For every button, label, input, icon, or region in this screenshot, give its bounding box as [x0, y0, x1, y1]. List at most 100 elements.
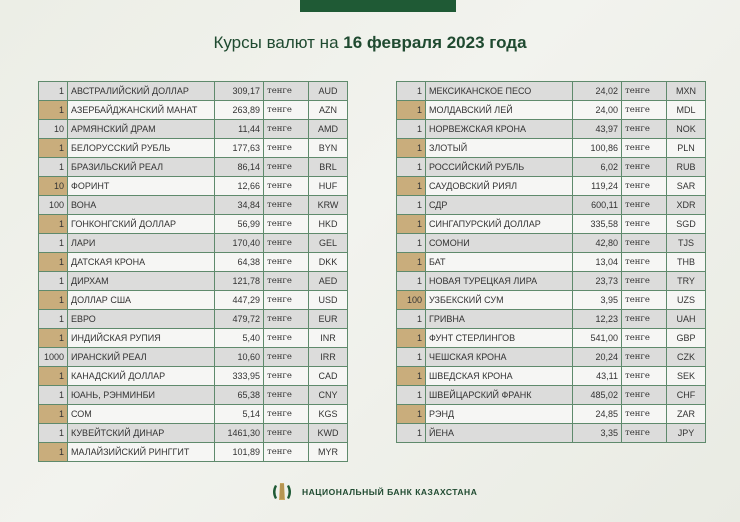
- unit-label: тенге: [263, 328, 309, 348]
- rate-row-uah: 1 ГРИВНА 12,23 тенге UAH: [396, 309, 706, 329]
- unit-label: тенге: [263, 442, 309, 462]
- currency-code: TRY: [666, 271, 706, 291]
- currency-name: ГОНКОНГСКИЙ ДОЛЛАР: [67, 214, 215, 234]
- rate-row-sar: 1 САУДОВСКИЙ РИЯЛ 119,24 тенге SAR: [396, 176, 706, 196]
- currency-code: EUR: [308, 309, 348, 329]
- currency-code: HKD: [308, 214, 348, 234]
- rate-row-mxn: 1 МЕКСИКАНСКОЕ ПЕСО 24,02 тенге MXN: [396, 81, 706, 101]
- currency-name: УЗБЕКСКИЙ СУМ: [425, 290, 573, 310]
- currency-name: РОССИЙСКИЙ РУБЛЬ: [425, 157, 573, 177]
- currency-quantity: 1: [396, 195, 426, 215]
- currency-name: МОЛДАВСКИЙ ЛЕЙ: [425, 100, 573, 120]
- currency-quantity: 1: [396, 271, 426, 291]
- currency-quantity: 1: [396, 347, 426, 367]
- unit-label: тенге: [263, 233, 309, 253]
- currency-quantity: 1: [396, 100, 426, 120]
- unit-label: тенге: [621, 404, 667, 424]
- currency-quantity: 1: [38, 290, 68, 310]
- unit-label: тенге: [621, 385, 667, 405]
- rate-row-sgd: 1 СИНГАПУРСКИЙ ДОЛЛАР 335,58 тенге SGD: [396, 214, 706, 234]
- national-bank-emblem-icon: [273, 483, 291, 500]
- currency-quantity: 1: [396, 119, 426, 139]
- currency-name: ДОЛЛАР США: [67, 290, 215, 310]
- unit-label: тенге: [621, 81, 667, 101]
- exchange-rate: 3,35: [572, 423, 622, 443]
- currency-name: ГРИВНА: [425, 309, 573, 329]
- rate-row-aud: 1 АВСТРАЛИЙСКИЙ ДОЛЛАР 309,17 тенге AUD: [38, 81, 348, 101]
- currency-name: МАЛАЙЗИЙСКИЙ РИНГГИТ: [67, 442, 215, 462]
- currency-code: RUB: [666, 157, 706, 177]
- currency-name: МЕКСИКАНСКОЕ ПЕСО: [425, 81, 573, 101]
- currency-quantity: 1: [396, 138, 426, 158]
- unit-label: тенге: [263, 195, 309, 215]
- exchange-rate: 13,04: [572, 252, 622, 272]
- rate-row-sek: 1 ШВЕДСКАЯ КРОНА 43,11 тенге SEK: [396, 366, 706, 386]
- currency-code: THB: [666, 252, 706, 272]
- currency-code: SAR: [666, 176, 706, 196]
- currency-name: ИНДИЙСКАЯ РУПИЯ: [67, 328, 215, 348]
- currency-quantity: 10: [38, 119, 68, 139]
- unit-label: тенге: [621, 423, 667, 443]
- exchange-rate: 12,23: [572, 309, 622, 329]
- exchange-rate: 24,85: [572, 404, 622, 424]
- currency-name: ДИРХАМ: [67, 271, 215, 291]
- currency-name: ЧЕШСКАЯ КРОНА: [425, 347, 573, 367]
- rate-row-azn: 1 АЗЕРБАЙДЖАНСКИЙ МАНАТ 263,89 тенге AZN: [38, 100, 348, 120]
- currency-code: IRR: [308, 347, 348, 367]
- unit-label: тенге: [621, 252, 667, 272]
- exchange-rate: 23,73: [572, 271, 622, 291]
- unit-label: тенге: [621, 157, 667, 177]
- exchange-rate: 1461,30: [214, 423, 264, 443]
- currency-name: НОРВЕЖСКАЯ КРОНА: [425, 119, 573, 139]
- currency-name: ИРАНСКИЙ РЕАЛ: [67, 347, 215, 367]
- currency-quantity: 1: [396, 366, 426, 386]
- unit-label: тенге: [263, 309, 309, 329]
- currency-name: БЕЛОРУССКИЙ РУБЛЬ: [67, 138, 215, 158]
- currency-code: MDL: [666, 100, 706, 120]
- currency-code: DKK: [308, 252, 348, 272]
- rate-row-huf: 10 ФОРИНТ 12,66 тенге HUF: [38, 176, 348, 196]
- currency-quantity: 1: [396, 252, 426, 272]
- unit-label: тенге: [263, 290, 309, 310]
- exchange-rate: 65,38: [214, 385, 264, 405]
- currency-code: JPY: [666, 423, 706, 443]
- unit-label: тенге: [263, 385, 309, 405]
- page-title: Курсы валют на 16 февраля 2023 года: [0, 33, 740, 53]
- currency-name: СОМОНИ: [425, 233, 573, 253]
- unit-label: тенге: [621, 176, 667, 196]
- rate-row-aed: 1 ДИРХАМ 121,78 тенге AED: [38, 271, 348, 291]
- currency-name: КАНАДСКИЙ ДОЛЛАР: [67, 366, 215, 386]
- currency-code: CZK: [666, 347, 706, 367]
- currency-quantity: 1: [38, 423, 68, 443]
- rate-row-byn: 1 БЕЛОРУССКИЙ РУБЛЬ 177,63 тенге BYN: [38, 138, 348, 158]
- exchange-rate: 3,95: [572, 290, 622, 310]
- currency-quantity: 1: [38, 157, 68, 177]
- currency-code: BYN: [308, 138, 348, 158]
- exchange-rate: 309,17: [214, 81, 264, 101]
- currency-code: NOK: [666, 119, 706, 139]
- currency-quantity: 1: [38, 309, 68, 329]
- title-date: 16 февраля 2023 года: [343, 33, 527, 52]
- unit-label: тенге: [263, 100, 309, 120]
- currency-code: KGS: [308, 404, 348, 424]
- currency-code: USD: [308, 290, 348, 310]
- currency-name: БАТ: [425, 252, 573, 272]
- rate-row-chf: 1 ШВЕЙЦАРСКИЙ ФРАНК 485,02 тенге CHF: [396, 385, 706, 405]
- rate-row-czk: 1 ЧЕШСКАЯ КРОНА 20,24 тенге CZK: [396, 347, 706, 367]
- currency-name: ЕВРО: [67, 309, 215, 329]
- rate-row-brl: 1 БРАЗИЛЬСКИЙ РЕАЛ 86,14 тенге BRL: [38, 157, 348, 177]
- rate-row-hkd: 1 ГОНКОНГСКИЙ ДОЛЛАР 56,99 тенге HKD: [38, 214, 348, 234]
- currency-name: ЙЕНА: [425, 423, 573, 443]
- currency-code: CAD: [308, 366, 348, 386]
- currency-quantity: 1: [38, 328, 68, 348]
- unit-label: тенге: [621, 195, 667, 215]
- unit-label: тенге: [263, 404, 309, 424]
- currency-quantity: 1: [38, 100, 68, 120]
- exchange-rate: 119,24: [572, 176, 622, 196]
- unit-label: тенге: [621, 290, 667, 310]
- currency-name: БРАЗИЛЬСКИЙ РЕАЛ: [67, 157, 215, 177]
- currency-code: PLN: [666, 138, 706, 158]
- currency-quantity: 1: [38, 252, 68, 272]
- unit-label: тенге: [621, 119, 667, 139]
- currency-code: KRW: [308, 195, 348, 215]
